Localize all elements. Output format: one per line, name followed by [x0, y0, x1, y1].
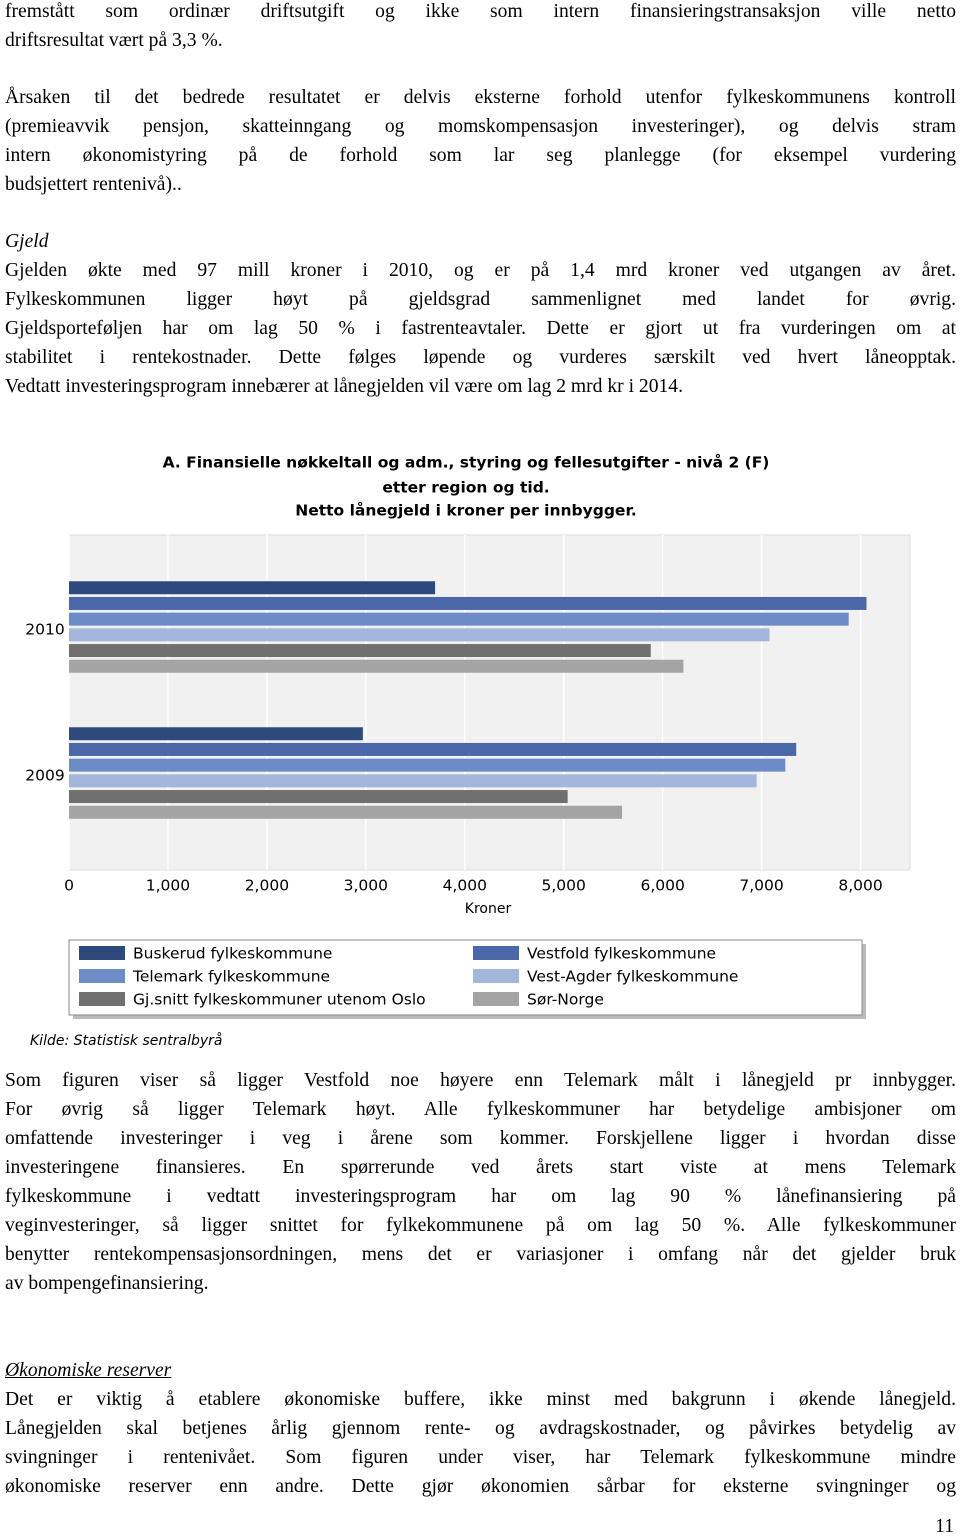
text-line: svingninger i rentenivået. Som figuren u…	[5, 1447, 956, 1468]
legend-swatch	[79, 946, 125, 960]
bar	[69, 742, 797, 756]
legend-label: Sør-Norge	[527, 991, 604, 1009]
legend-swatch	[79, 992, 125, 1006]
text-line: driftsresultat vært på 3,3 %.	[5, 30, 223, 51]
chart: A. Finansielle nøkkeltall og adm., styri…	[25, 453, 911, 1049]
text-line: av bompengefinansiering.	[5, 1273, 209, 1294]
legend-swatch	[473, 946, 519, 960]
legend	[68, 939, 863, 1016]
x-tick-label: 0	[64, 877, 74, 895]
text-line: Årsaken til det bedrede resultatet er de…	[5, 87, 956, 108]
legend-label: Gj.snitt fylkeskommuner utenom Oslo	[133, 991, 426, 1009]
x-tick-label: 7,000	[739, 877, 783, 895]
heading: Økonomiske reserver	[5, 1360, 172, 1381]
text-line: (premieavvik pensjon, skatteinngang og m…	[5, 116, 956, 137]
bar	[69, 790, 568, 804]
text-line: For øvrig så ligger Telemark høyt. Alle …	[5, 1099, 956, 1120]
x-tick-label: 2,000	[245, 877, 289, 895]
text-line: stabilitet i rentekostnader. Dette følge…	[5, 347, 956, 368]
chart-title: A. Finansielle nøkkeltall og adm., styri…	[163, 453, 770, 472]
text-line: fylkeskommune i vedtatt investeringsprog…	[5, 1186, 956, 1207]
bar	[69, 644, 651, 658]
legend-label: Buskerud fylkeskommune	[133, 945, 332, 963]
text-line: veginvesteringer, så ligger snittet for …	[5, 1215, 956, 1236]
legend-label: Telemark fylkeskommune	[132, 968, 330, 986]
bar	[69, 581, 436, 595]
x-tick-label: 1,000	[146, 877, 190, 895]
legend-label: Vest-Agder fylkeskommune	[527, 968, 738, 986]
bar	[69, 774, 757, 788]
chart-title: etter region og tid.	[382, 479, 549, 497]
text-line: investeringene finansieres. En spørrerun…	[5, 1157, 956, 1178]
source: Kilde: Statistisk sentralbyrå	[30, 1032, 223, 1049]
bar	[69, 596, 867, 610]
legend-label: Vestfold fylkeskommune	[527, 945, 716, 963]
x-axis-label: Kroner	[465, 901, 512, 917]
text-line: intern økonomistyring på de forhold som …	[5, 145, 956, 166]
text-line: Fylkeskommunen ligger høyt på gjeldsgrad…	[5, 289, 956, 310]
x-tick-label: 8,000	[838, 877, 882, 895]
y-tick-label: 2010	[25, 621, 64, 639]
chart-title: Netto lånegjeld i kroner per innbygger.	[295, 501, 637, 520]
x-tick-label: 3,000	[344, 877, 388, 895]
x-tick-label: 6,000	[640, 877, 684, 895]
x-tick-label: 5,000	[542, 877, 586, 895]
legend-swatch	[473, 969, 519, 983]
text-line: budsjettert rentenivå)..	[5, 174, 182, 195]
page-number: 11	[935, 1516, 954, 1537]
bar	[69, 727, 363, 741]
y-tick-label: 2009	[25, 767, 64, 785]
x-tick-label: 4,000	[443, 877, 487, 895]
text-line: Gjeldsporteføljen har om lag 50 % i fast…	[5, 318, 956, 339]
text-line: Gjelden økte med 97 mill kroner i 2010, …	[5, 260, 956, 281]
text-line: Vedtatt investeringsprogram innebærer at…	[5, 376, 683, 397]
text-line: Det er viktig å etablere økonomiske buff…	[5, 1389, 956, 1410]
bar	[69, 612, 849, 626]
heading: Gjeld	[5, 231, 49, 252]
text-line: Som figuren viser så ligger Vestfold noe…	[5, 1070, 956, 1091]
legend-swatch	[473, 992, 519, 1006]
bar	[69, 758, 786, 772]
legend-swatch	[79, 969, 125, 983]
text-line: fremstått som ordinær driftsutgift og ik…	[5, 1, 956, 22]
bar	[69, 659, 684, 673]
bar	[69, 805, 623, 819]
text-line: benytter rentekompensasjonsordningen, me…	[5, 1244, 956, 1265]
text-line: Lånegjelden skal betjenes årlig gjennom …	[5, 1418, 956, 1439]
text-line: økonomiske reserver enn andre. Dette gjø…	[5, 1476, 956, 1497]
bar	[69, 628, 770, 642]
text-line: omfattende investeringer i veg i årene s…	[5, 1128, 956, 1149]
